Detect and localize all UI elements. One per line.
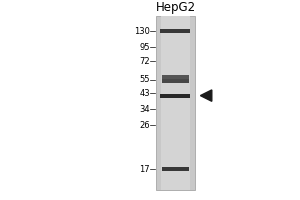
Text: 17: 17 [140,164,150,173]
Bar [160,29,190,33]
Bar [160,94,190,98]
Text: 130: 130 [134,26,150,36]
Text: 95: 95 [140,43,150,51]
Bar [162,75,189,79]
Text: 34: 34 [140,104,150,114]
Bar [162,167,189,171]
Bar [162,79,189,83]
Text: HepG2: HepG2 [155,0,196,14]
Text: 55: 55 [140,75,150,84]
Bar [161,16,190,190]
Text: 72: 72 [140,56,150,66]
Bar [156,16,195,190]
Text: 43: 43 [140,88,150,98]
Text: 26: 26 [140,120,150,130]
Polygon shape [200,90,212,101]
